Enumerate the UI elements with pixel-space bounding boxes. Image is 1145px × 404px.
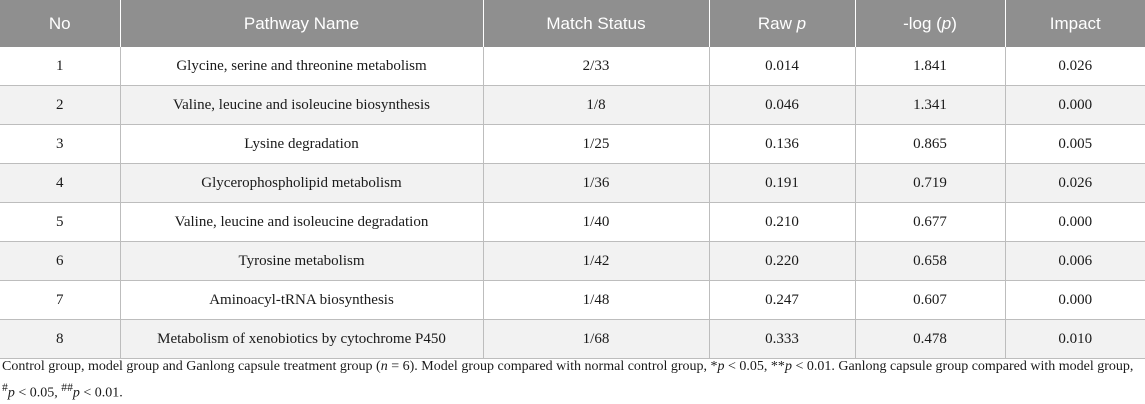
cell-no: 7 xyxy=(0,280,121,320)
table-row: 1 Glycine, serine and threonine metabolis… xyxy=(0,47,1145,86)
cell-pathway-name: Lysine degradation xyxy=(120,124,484,164)
cell-pathway-name: Metabolism of xenobiotics by cytochrome … xyxy=(120,319,484,359)
table-row: 3 Lysine degradation 1/25 0.136 0.865 0.005 xyxy=(0,124,1145,164)
table-row: 6 Tyrosine metabolism 1/42 0.220 0.658 0.006 xyxy=(0,241,1145,281)
cell-raw-p: 0.191 xyxy=(709,163,856,203)
cell-pathway-name: Aminoacyl-tRNA biosynthesis xyxy=(120,280,484,320)
header-match-status: Match Status xyxy=(482,0,709,47)
table-row: 8 Metabolism of xenobiotics by cytochrome… xyxy=(0,319,1145,359)
cell-impact: 0.026 xyxy=(1005,47,1145,86)
header-raw-p: Raw p xyxy=(708,0,855,47)
cell-neg-log-p: 1.841 xyxy=(855,47,1006,86)
cell-impact: 0.000 xyxy=(1005,280,1145,320)
cell-pathway-name: Tyrosine metabolism xyxy=(120,241,484,281)
cell-no: 1 xyxy=(0,47,121,86)
cell-match-status: 2/33 xyxy=(483,47,710,86)
cell-raw-p: 0.046 xyxy=(709,85,856,125)
cell-no: 6 xyxy=(0,241,121,281)
cell-match-status: 1/8 xyxy=(483,85,710,125)
cell-no: 3 xyxy=(0,124,121,164)
cell-no: 5 xyxy=(0,202,121,242)
cell-pathway-name: Valine, leucine and isoleucine biosynthe… xyxy=(120,85,484,125)
cell-match-status: 1/48 xyxy=(483,280,710,320)
cell-neg-log-p: 0.677 xyxy=(855,202,1006,242)
cell-match-status: 1/25 xyxy=(483,124,710,164)
header-row: No Pathway Name Match Status Raw p -log … xyxy=(0,0,1145,47)
cell-no: 4 xyxy=(0,163,121,203)
cell-pathway-name: Valine, leucine and isoleucine degradati… xyxy=(120,202,484,242)
cell-match-status: 1/42 xyxy=(483,241,710,281)
cell-impact: 0.005 xyxy=(1005,124,1145,164)
cell-pathway-name: Glycine, serine and threonine metabolism xyxy=(120,47,484,86)
cell-no: 8 xyxy=(0,319,121,359)
cell-no: 2 xyxy=(0,85,121,125)
table-footnote: Control group, model group and Ganlong c… xyxy=(2,359,1134,401)
header-pathway-name: Pathway Name xyxy=(119,0,483,47)
cell-impact: 0.000 xyxy=(1005,202,1145,242)
cell-raw-p: 0.136 xyxy=(709,124,856,164)
cell-pathway-name: Glycerophospholipid metabolism xyxy=(120,163,484,203)
cell-raw-p: 0.333 xyxy=(709,319,856,359)
cell-match-status: 1/68 xyxy=(483,319,710,359)
cell-raw-p: 0.210 xyxy=(709,202,856,242)
table-row: 7 Aminoacyl-tRNA biosynthesis 1/48 0.247 0.6… xyxy=(0,280,1145,320)
cell-raw-p: 0.014 xyxy=(709,47,856,86)
cell-impact: 0.010 xyxy=(1005,319,1145,359)
cell-neg-log-p: 0.719 xyxy=(855,163,1006,203)
cell-impact: 0.006 xyxy=(1005,241,1145,281)
cell-impact: 0.026 xyxy=(1005,163,1145,203)
data-table-container: No Pathway Name Match Status Raw p -log … xyxy=(0,0,1145,359)
table-row: 2 Valine, leucine and isoleucine biosynth… xyxy=(0,85,1145,125)
cell-neg-log-p: 0.865 xyxy=(855,124,1006,164)
cell-match-status: 1/36 xyxy=(483,163,710,203)
cell-impact: 0.000 xyxy=(1005,85,1145,125)
table-body: 1 Glycine, serine and threonine metabolis… xyxy=(0,47,1145,359)
cell-raw-p: 0.220 xyxy=(709,241,856,281)
cell-raw-p: 0.247 xyxy=(709,280,856,320)
header-no: No xyxy=(0,0,120,47)
cell-neg-log-p: 0.607 xyxy=(855,280,1006,320)
header-impact: Impact xyxy=(1004,0,1145,47)
cell-neg-log-p: 0.478 xyxy=(855,319,1006,359)
cell-neg-log-p: 1.341 xyxy=(855,85,1006,125)
table-row: 4 Glycerophospholipid metabolism 1/36 0.191… xyxy=(0,163,1145,203)
pathway-table: No Pathway Name Match Status Raw p -log … xyxy=(0,0,1145,359)
table-row: 5 Valine, leucine and isoleucine degradat… xyxy=(0,202,1145,242)
table-header: No Pathway Name Match Status Raw p -log … xyxy=(0,0,1145,47)
header-neg-log-p: -log (p) xyxy=(854,0,1005,47)
cell-neg-log-p: 0.658 xyxy=(855,241,1006,281)
cell-match-status: 1/40 xyxy=(483,202,710,242)
